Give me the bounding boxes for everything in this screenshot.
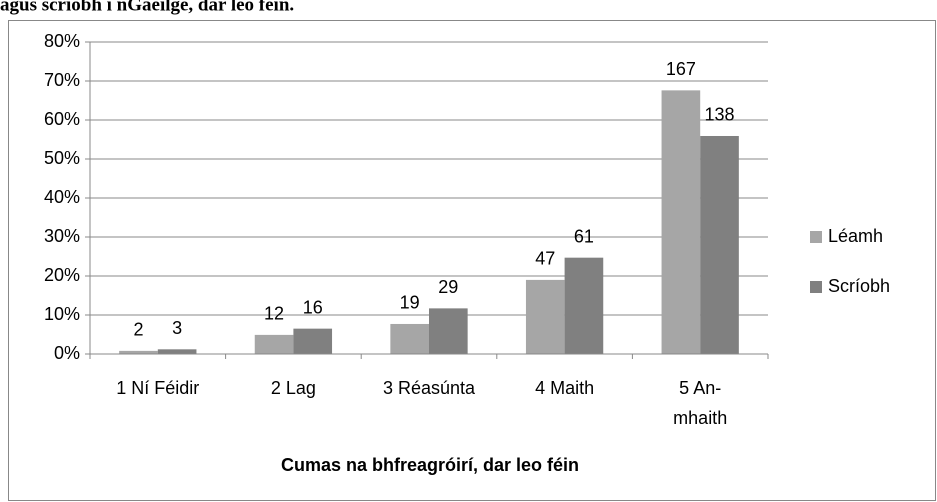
- legend-swatch: [810, 281, 822, 293]
- x-tick-label: 1 Ní Féidir: [116, 378, 199, 398]
- data-label: 47: [535, 249, 555, 269]
- y-tick-label: 50%: [44, 148, 80, 168]
- bar: [429, 308, 468, 354]
- x-tick-label: 5 An-mhaith: [673, 378, 727, 428]
- bar: [525, 279, 565, 354]
- caption: agus scríobh i nGaeilge, dar leo féin.: [0, 0, 294, 15]
- legend-label: Scríobh: [828, 276, 890, 296]
- data-label: 16: [303, 297, 323, 317]
- bar: [564, 257, 604, 354]
- x-tick-label: 2 Lag: [271, 378, 316, 398]
- y-tick-label: 20%: [44, 265, 80, 285]
- y-tick-label: 10%: [44, 304, 80, 324]
- x-axis-label: Cumas na bhfreagróirí, dar leo féin: [281, 455, 579, 475]
- bar: [119, 350, 158, 354]
- data-label: 19: [400, 293, 420, 313]
- y-tick-label: 70%: [44, 70, 80, 90]
- x-tick-label: 4 Maith: [535, 378, 594, 398]
- data-label: 138: [704, 105, 734, 125]
- data-label: 12: [264, 304, 284, 324]
- bar: [254, 334, 294, 354]
- bar: [293, 328, 333, 354]
- legend-label: Léamh: [828, 226, 883, 246]
- x-tick-label: 3 Réasúnta: [383, 378, 476, 398]
- bar: [157, 349, 197, 354]
- y-tick-label: 60%: [44, 109, 80, 129]
- y-tick-label: 80%: [44, 31, 80, 51]
- y-tick-label: 30%: [44, 226, 80, 246]
- data-label: 29: [438, 277, 458, 297]
- legend-swatch: [810, 231, 822, 243]
- data-label: 3: [172, 318, 182, 338]
- chart-frame: [8, 20, 936, 501]
- data-label: 167: [666, 59, 696, 79]
- y-tick-label: 40%: [44, 187, 80, 207]
- bar: [700, 135, 739, 354]
- data-label: 61: [574, 226, 594, 246]
- data-label: 2: [133, 320, 143, 340]
- bar: [390, 323, 429, 354]
- y-tick-label: 0%: [54, 343, 80, 363]
- bar: [661, 90, 701, 355]
